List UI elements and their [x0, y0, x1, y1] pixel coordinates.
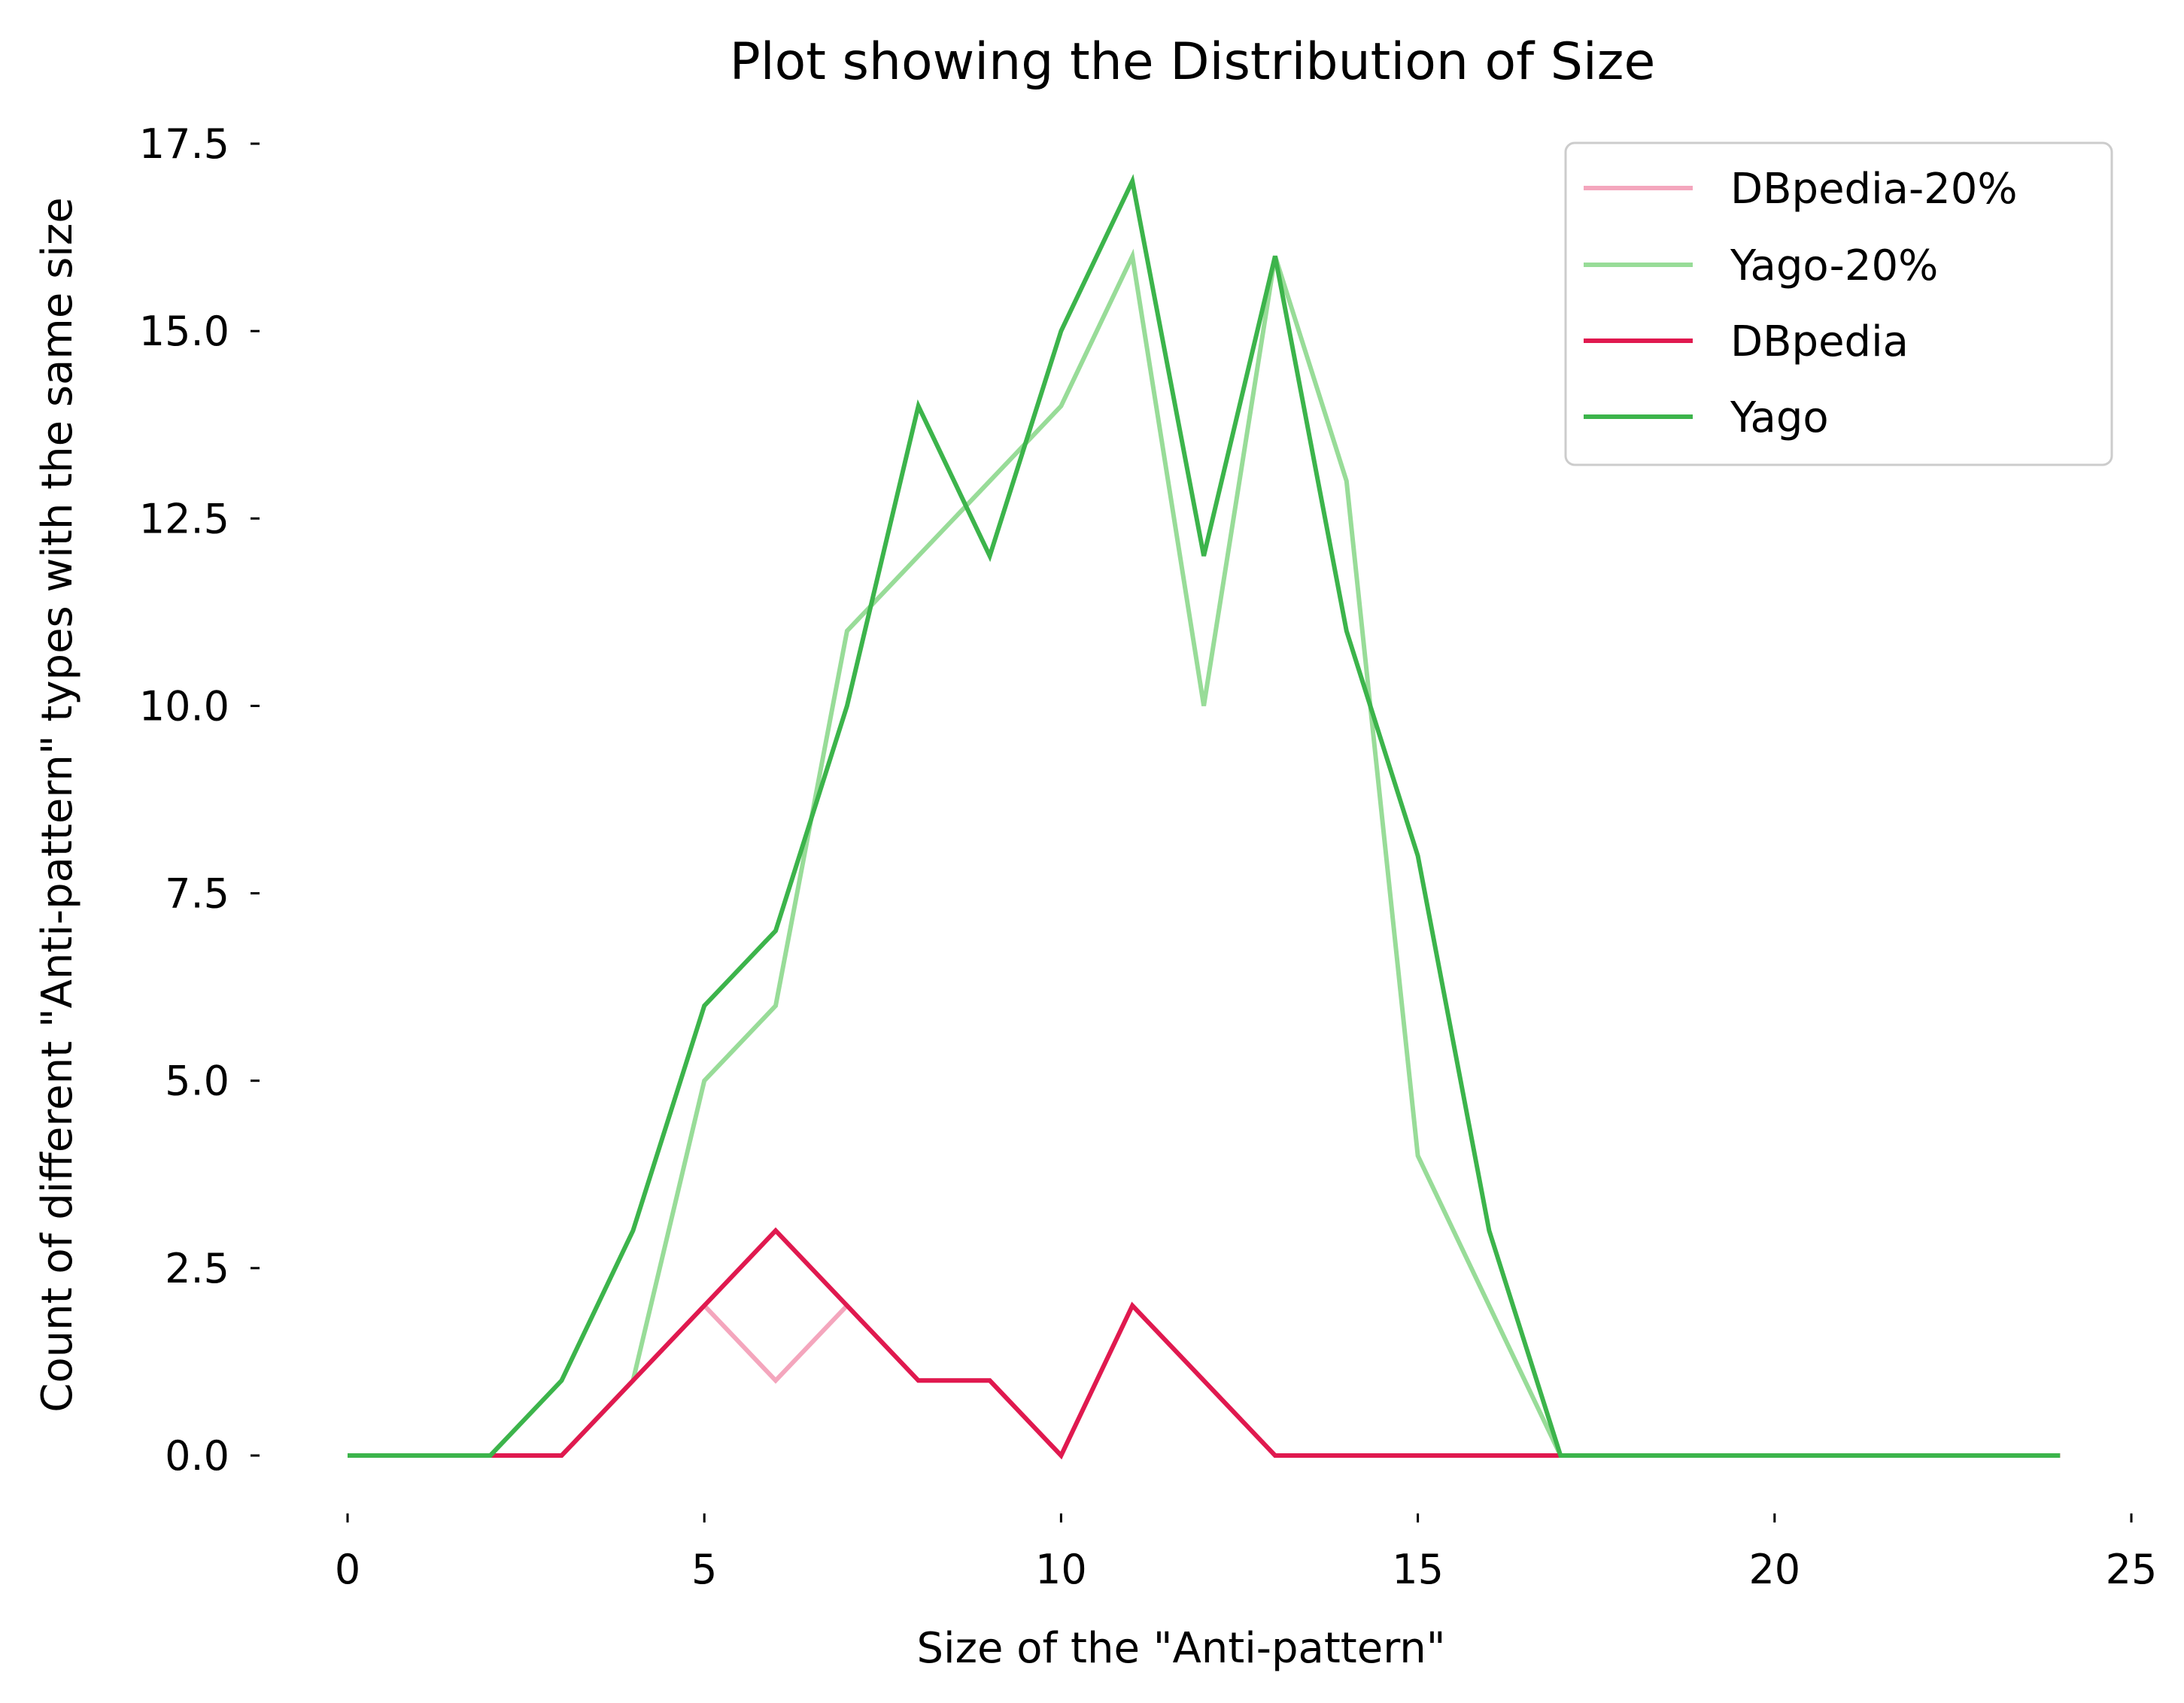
legend-label: Yago-20% [1730, 241, 1938, 290]
y-axis: 0.0 2.5 5.0 7.5 10.0 12.5 15.0 17.5 [139, 120, 260, 1480]
legend[interactable]: DBpedia-20% Yago-20% DBpedia Yago [1564, 141, 2113, 466]
x-tick-label: 25 [2106, 1546, 2158, 1593]
legend-box [1564, 141, 2113, 466]
y-axis-label: Count of different "Anti-pattern" types … [33, 197, 82, 1412]
x-tick-label: 5 [691, 1546, 717, 1593]
legend-item-dbpedia-20[interactable]: DBpedia-20% [1584, 165, 2018, 214]
x-axis: 0 5 10 15 20 25 [335, 1513, 2158, 1593]
x-tick-label: 0 [335, 1546, 360, 1593]
series-line-yago [348, 174, 2061, 1458]
y-tick-label: 15.0 [139, 308, 229, 355]
x-tick-label: 20 [1748, 1546, 1800, 1593]
y-tick-label: 12.5 [139, 495, 229, 542]
chart-title: Plot showing the Distribution of Size [730, 32, 1656, 92]
legend-item-dbpedia[interactable]: DBpedia [1584, 317, 1909, 366]
y-tick-label: 5.0 [165, 1058, 229, 1105]
y-tick-label: 7.5 [165, 870, 229, 918]
legend-label: DBpedia [1730, 317, 1909, 366]
y-tick-label: 0.0 [165, 1432, 229, 1480]
x-tick-label: 15 [1392, 1546, 1444, 1593]
legend-label: DBpedia-20% [1730, 165, 2018, 214]
x-tick-label: 10 [1035, 1546, 1087, 1593]
y-tick-label: 10.0 [139, 682, 229, 730]
y-tick-label: 17.5 [139, 120, 229, 168]
series-line-dbpedia [348, 1227, 2061, 1460]
series-lines [348, 174, 2061, 1460]
legend-item-yago[interactable]: Yago [1584, 393, 1829, 442]
y-tick-label: 2.5 [165, 1245, 229, 1292]
x-axis-label: Size of the "Anti-pattern" [916, 1624, 1445, 1673]
legend-label: Yago [1730, 393, 1829, 442]
legend-item-yago-20[interactable]: Yago-20% [1584, 241, 1938, 290]
